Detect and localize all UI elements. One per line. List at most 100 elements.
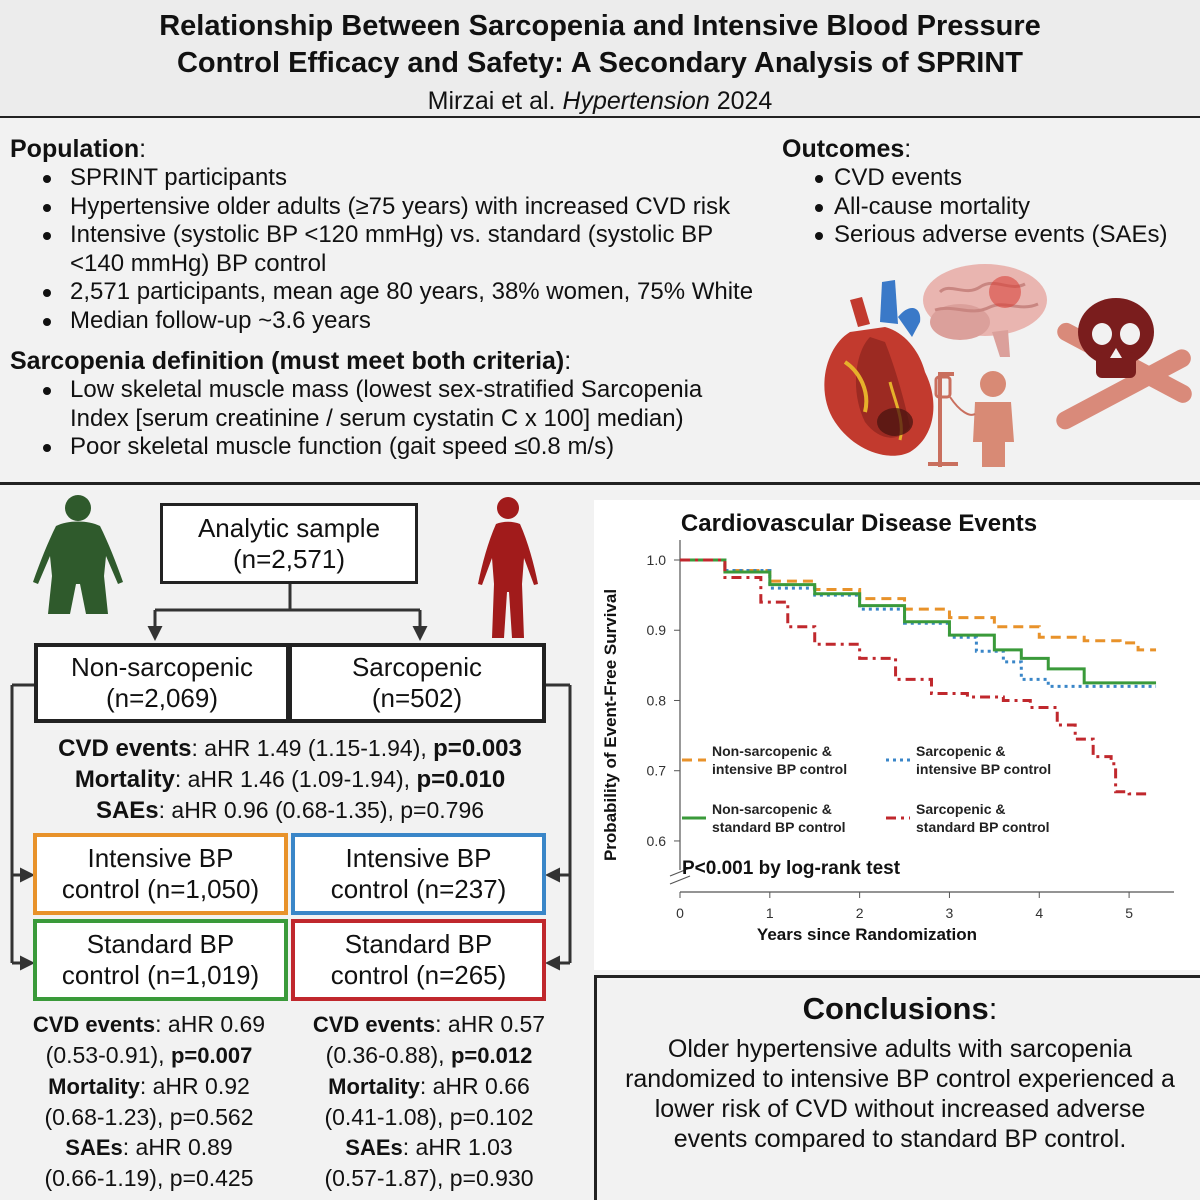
conclusion-heading: Conclusions: <box>802 991 998 1026</box>
sarcopenic-person-icon <box>478 497 538 638</box>
legend-label: standard BP control <box>916 819 1050 835</box>
list-item: All-cause mortality <box>782 193 1200 222</box>
legend-label: Non-sarcopenic & <box>712 743 832 759</box>
chart-title: Cardiovascular Disease Events <box>680 510 1038 537</box>
box-count: control (n=265) <box>330 960 507 990</box>
nonsarc-standard-box: Standard BP control (n=1,019) <box>33 919 288 1001</box>
nonsarc-stats: CVD events: aHR 0.69 (0.53-0.91), p=0.00… <box>8 1009 290 1193</box>
x-tick-label: 0 <box>676 905 684 921</box>
stat-row-saes: SAEs: aHR 0.96 (0.68-1.35), p=0.796 <box>95 797 485 824</box>
conclusion-panel: Conclusions: Older hypertensive adults w… <box>594 975 1200 1200</box>
list-item: SPRINT participants <box>10 164 780 193</box>
x-tick-label: 3 <box>946 905 954 921</box>
population-section: Population: SPRINT participants Hyperten… <box>10 134 780 335</box>
list-item: Serious adverse events (SAEs) <box>782 221 1200 250</box>
stat-line: SAEs: aHR 0.89 <box>65 1134 233 1160</box>
stat-row-mortality: Mortality: aHR 1.46 (1.09-1.94), p=0.010 <box>74 766 506 793</box>
chart-panel: Cardiovascular Disease Events 1.0 0.9 0.8 0… <box>594 500 1200 970</box>
nonsarcopenic-box: Non-sarcopenic (n=2,069) <box>34 643 290 723</box>
stat-line: (0.41-1.08), p=0.102 <box>324 1104 534 1130</box>
y-tick-label: 0.9 <box>647 622 667 638</box>
series-line-3 <box>680 558 1157 685</box>
citation: Mirzai et al. Hypertension 2024 <box>0 86 1200 116</box>
x-tick-label: 5 <box>1125 905 1133 921</box>
box-count: (n=502) <box>371 683 463 713</box>
box-label: Intensive BP <box>345 843 492 873</box>
box-label: Sarcopenic <box>351 652 483 682</box>
stat-line: CVD events: aHR 0.69 <box>32 1011 266 1037</box>
outcome-illustrations <box>824 264 1192 467</box>
box-count: control (n=1,050) <box>61 874 260 904</box>
sarc-stats: CVD events: aHR 0.57 (0.36-0.88), p=0.01… <box>288 1009 570 1193</box>
citation-journal: Hypertension <box>562 87 710 115</box>
box-count: control (n=1,019) <box>61 960 260 990</box>
analytic-sample-box: Analytic sample (n=2,571) <box>160 503 418 584</box>
series-line-4 <box>680 558 1148 796</box>
skull-crossbones-icon <box>1056 298 1192 430</box>
title-line-2: Control Efficacy and Safety: A Secondary… <box>176 47 1024 79</box>
box-label: Analytic sample <box>197 512 381 543</box>
flow-connectors <box>10 584 572 971</box>
stat-line: (0.66-1.19), p=0.425 <box>44 1165 254 1191</box>
list-item: Low skeletal muscle mass (lowest sex-str… <box>10 376 750 433</box>
stat-line: Mortality: aHR 0.92 <box>48 1073 250 1099</box>
logrank-annotation: P<0.001 by log-rank test <box>682 858 901 879</box>
legend-label: Non-sarcopenic & <box>712 801 832 817</box>
outcomes-section: Outcomes: CVD events All-cause mortality… <box>782 134 1200 250</box>
y-tick-label: 0.8 <box>647 692 667 708</box>
population-list: SPRINT participants Hypertensive older a… <box>10 164 780 335</box>
patient-iv-icon <box>928 371 1014 467</box>
stat-line: (0.68-1.23), p=0.562 <box>44 1104 254 1130</box>
y-tick-label: 0.7 <box>647 763 667 779</box>
y-axis-label: Probability of Event-Free Survival <box>601 589 620 861</box>
stat-line: (0.53-0.91), p=0.007 <box>45 1042 253 1068</box>
stat-line: SAEs: aHR 1.03 <box>345 1134 513 1160</box>
stat-line: Mortality: aHR 0.66 <box>328 1073 530 1099</box>
box-count: (n=2,069) <box>105 683 219 713</box>
box-label: Intensive BP <box>87 843 234 873</box>
box-label: Standard BP <box>344 929 493 959</box>
definition-list: Low skeletal muscle mass (lowest sex-str… <box>10 376 780 462</box>
sarc-intensive-box: Intensive BP control (n=237) <box>291 833 546 915</box>
population-heading: Population: <box>10 135 147 163</box>
citation-year: 2024 <box>716 87 773 115</box>
y-tick-label: 0.6 <box>647 833 667 849</box>
legend-label: intensive BP control <box>712 761 847 777</box>
box-count: control (n=237) <box>330 874 507 904</box>
box-label: Non-sarcopenic <box>70 652 254 682</box>
title-line-1: Relationship Between Sarcopenia and Inte… <box>159 10 1041 42</box>
y-tick-label: 1.0 <box>647 552 667 568</box>
stat-row-cvd: CVD events: aHR 1.49 (1.15-1.94), p=0.00… <box>58 735 522 762</box>
nonsarcopenic-person-icon <box>33 495 123 614</box>
page-title: Relationship Between Sarcopenia and Inte… <box>0 8 1200 82</box>
box-count: (n=2,571) <box>232 543 346 574</box>
outcomes-heading: Outcomes: <box>782 135 912 163</box>
legend-label: standard BP control <box>712 819 846 835</box>
definition-heading: Sarcopenia definition (must meet both cr… <box>10 347 572 375</box>
x-tick-label: 2 <box>856 905 864 921</box>
series-line-1 <box>680 558 1157 652</box>
x-tick-label: 4 <box>1035 905 1043 921</box>
list-item: 2,571 participants, mean age 80 years, 3… <box>10 278 780 307</box>
list-item: Poor skeletal muscle function (gait spee… <box>10 433 780 462</box>
header <box>0 0 1200 118</box>
heart-icon <box>824 280 934 456</box>
km-chart: 1.0 0.9 0.8 0.7 0.6 0 1 2 3 4 5 Years since Randomi… <box>601 540 1174 944</box>
overall-stats: CVD events: aHR 1.49 (1.15-1.94), p=0.00… <box>20 733 560 826</box>
x-axis-label: Years since Randomization <box>757 925 977 944</box>
box-label: Standard BP <box>86 929 235 959</box>
brain-icon <box>923 264 1047 357</box>
sarc-standard-box: Standard BP control (n=265) <box>291 919 546 1001</box>
legend-label: intensive BP control <box>916 761 1051 777</box>
stat-line: (0.57-1.87), p=0.930 <box>324 1165 534 1191</box>
stat-line: (0.36-0.88), p=0.012 <box>325 1042 533 1068</box>
citation-authors: Mirzai et al. <box>427 87 556 115</box>
sarcopenic-box: Sarcopenic (n=502) <box>290 643 546 723</box>
nonsarc-intensive-box: Intensive BP control (n=1,050) <box>33 833 288 915</box>
legend-label: Sarcopenic & <box>916 743 1005 759</box>
list-item: CVD events <box>782 164 1200 193</box>
x-tick-label: 1 <box>766 905 774 921</box>
list-item: Hypertensive older adults (≥75 years) wi… <box>10 193 780 222</box>
outcomes-list: CVD events All-cause mortality Serious a… <box>782 164 1200 250</box>
conclusion-text: Older hypertensive adults with sarcopeni… <box>625 1035 1175 1153</box>
